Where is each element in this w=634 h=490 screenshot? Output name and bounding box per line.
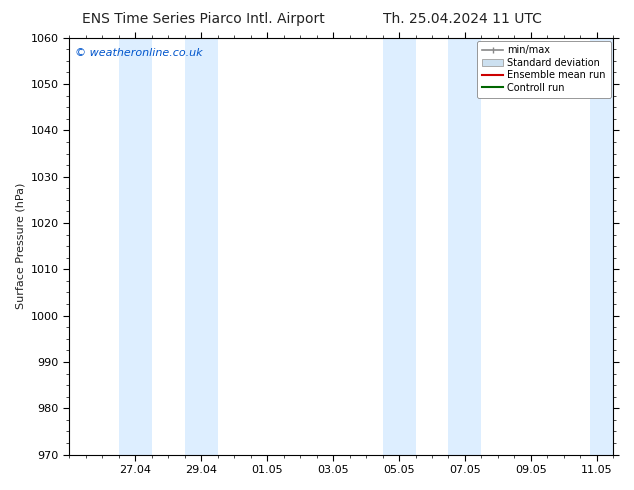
Bar xyxy=(448,38,481,455)
Text: ENS Time Series Piarco Intl. Airport: ENS Time Series Piarco Intl. Airport xyxy=(82,12,324,26)
Legend: min/max, Standard deviation, Ensemble mean run, Controll run: min/max, Standard deviation, Ensemble me… xyxy=(477,41,611,98)
Text: Th. 25.04.2024 11 UTC: Th. 25.04.2024 11 UTC xyxy=(384,12,542,26)
Bar xyxy=(590,38,614,455)
Bar xyxy=(382,38,415,455)
Text: © weatheronline.co.uk: © weatheronline.co.uk xyxy=(75,48,202,58)
Y-axis label: Surface Pressure (hPa): Surface Pressure (hPa) xyxy=(15,183,25,309)
Bar xyxy=(119,38,152,455)
Bar xyxy=(184,38,217,455)
